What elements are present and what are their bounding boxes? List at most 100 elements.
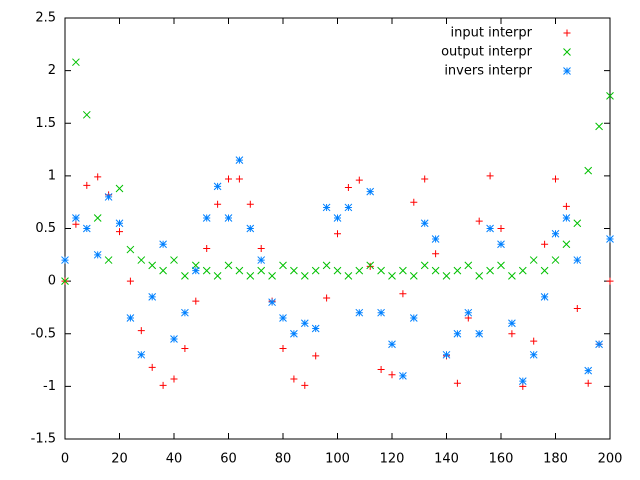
point	[202, 214, 211, 222]
point	[530, 337, 538, 345]
point	[115, 219, 124, 228]
point	[268, 298, 276, 307]
point	[137, 350, 146, 359]
point	[214, 200, 222, 208]
point	[72, 214, 80, 222]
point	[333, 266, 342, 275]
y-tick-label: -1.5	[31, 432, 56, 447]
point	[170, 375, 178, 383]
point	[94, 173, 102, 181]
point	[235, 156, 244, 164]
point	[399, 290, 407, 298]
y-tick-label: 1.5	[35, 116, 56, 131]
point	[246, 200, 254, 208]
point	[323, 294, 331, 302]
point	[573, 304, 581, 312]
point	[61, 256, 69, 264]
point	[562, 240, 571, 249]
point	[453, 329, 462, 338]
point	[72, 58, 80, 67]
point	[192, 297, 200, 305]
x-tick-label: 20	[111, 452, 128, 467]
point	[475, 217, 483, 225]
point	[137, 327, 145, 335]
legend-label: input interpr	[451, 26, 533, 41]
point	[486, 224, 494, 233]
point	[126, 314, 135, 322]
point	[82, 224, 91, 233]
point	[551, 256, 560, 264]
point	[235, 266, 244, 275]
point	[191, 266, 200, 275]
point	[388, 272, 396, 280]
point	[159, 266, 167, 275]
point	[529, 256, 538, 264]
point	[431, 235, 440, 243]
point	[421, 175, 429, 183]
point	[300, 272, 309, 280]
point	[93, 214, 102, 222]
point	[257, 244, 265, 252]
point	[432, 250, 440, 258]
y-tick-label: 0	[48, 274, 56, 289]
point	[606, 235, 614, 243]
point	[300, 319, 309, 328]
point	[301, 381, 309, 389]
x-tick-label: 200	[598, 452, 623, 467]
point	[334, 230, 341, 238]
point	[225, 175, 232, 183]
point	[344, 183, 352, 191]
y-tick-label: 2.5	[35, 11, 56, 26]
point	[584, 379, 592, 387]
point	[518, 377, 527, 385]
point	[344, 272, 353, 280]
point	[279, 314, 287, 322]
point	[126, 245, 135, 254]
point	[540, 293, 549, 301]
point	[311, 266, 320, 275]
point	[453, 379, 461, 387]
point	[540, 266, 549, 275]
point	[431, 266, 440, 275]
point	[562, 214, 571, 222]
point	[606, 92, 614, 100]
x-tick-label: 180	[543, 452, 568, 467]
y-tick-label: 1	[48, 168, 56, 183]
y-tick-label: -1	[43, 379, 56, 394]
point	[104, 256, 113, 264]
point	[529, 350, 538, 359]
point	[213, 272, 222, 280]
y-tick-label: 0.5	[35, 221, 56, 236]
point	[344, 203, 353, 212]
x-tick-label: 40	[166, 452, 183, 467]
point	[115, 184, 124, 193]
point	[562, 202, 570, 210]
point	[93, 250, 102, 259]
point	[235, 175, 243, 183]
point	[366, 187, 375, 196]
point	[268, 272, 276, 280]
point	[72, 220, 80, 228]
point	[203, 244, 211, 252]
point	[181, 272, 189, 280]
point	[137, 256, 146, 264]
x-tick-label: 60	[220, 452, 237, 467]
point	[246, 224, 255, 233]
point	[464, 308, 473, 317]
point	[83, 181, 91, 189]
point	[170, 256, 178, 264]
point	[420, 261, 429, 270]
point	[355, 308, 364, 317]
point	[409, 314, 418, 322]
point	[518, 266, 527, 275]
point	[366, 262, 374, 270]
point	[508, 319, 516, 328]
point	[595, 122, 603, 131]
point	[497, 261, 505, 270]
point	[573, 256, 582, 264]
point	[606, 277, 614, 285]
point	[486, 266, 494, 275]
point	[584, 166, 593, 175]
point	[126, 277, 134, 285]
point	[584, 366, 593, 375]
